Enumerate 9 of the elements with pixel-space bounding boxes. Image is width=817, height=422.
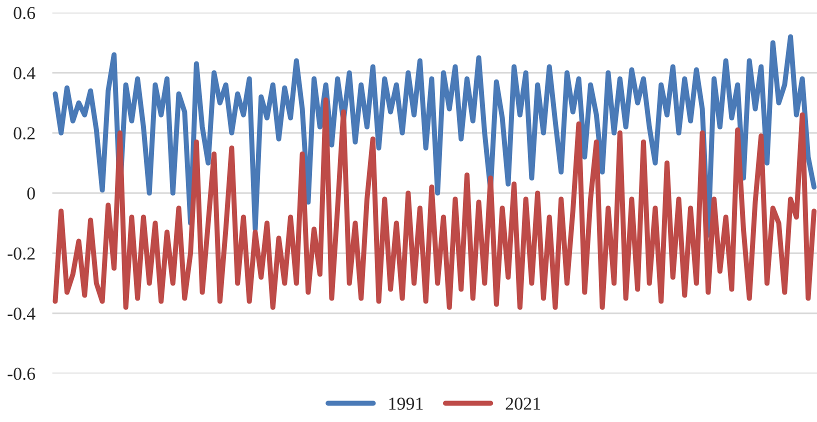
y-tick-label: 0.6 <box>14 6 36 20</box>
y-tick-label: -0.6 <box>8 368 36 380</box>
y-tick-label: -0.2 <box>8 247 35 260</box>
y-tick-label: -0.4 <box>8 308 36 320</box>
legend-label: 2021 <box>506 398 540 410</box>
y-tick-label: 0.2 <box>14 127 35 140</box>
y-tick-label: 0.4 <box>14 67 36 80</box>
legend-label: 1991 <box>389 398 423 410</box>
y-tick-label: 0 <box>27 187 35 200</box>
